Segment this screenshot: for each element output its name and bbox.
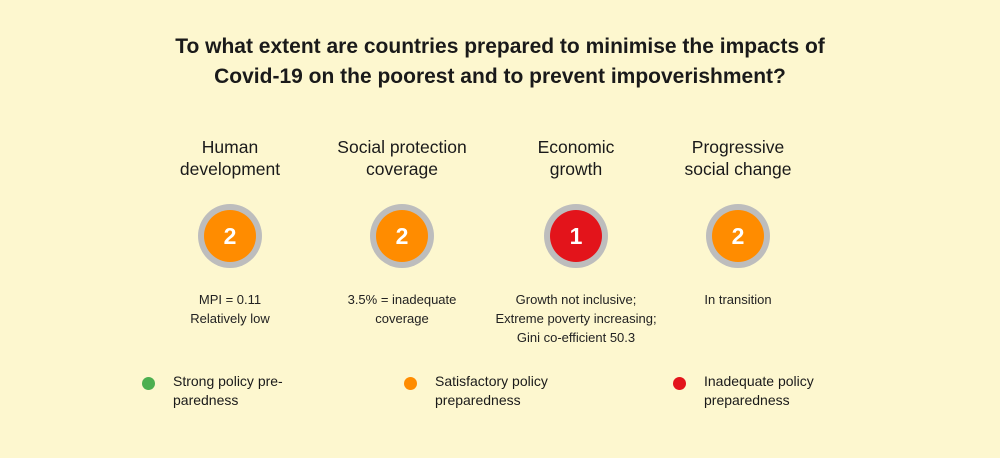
column-title: Human development: [140, 136, 320, 180]
legend-dot-icon: [673, 377, 686, 390]
column-title-line: social change: [684, 159, 792, 179]
legend-item-strong: Strong policy pre- paredness: [142, 372, 323, 410]
legend-label-line: preparedness: [704, 392, 790, 408]
legend-label: Strong policy pre- paredness: [173, 372, 323, 410]
description-line: Gini co-efficient 50.3: [516, 330, 636, 345]
legend-label-line: Inadequate policy: [704, 373, 814, 389]
score-badge: 2: [370, 204, 434, 268]
legend-label-line: Satisfactory policy: [435, 373, 548, 389]
column-title-line: Progressive: [691, 137, 785, 157]
legend-item-satisfactory: Satisfactory policy preparedness: [404, 372, 585, 410]
description-line: In transition: [704, 292, 772, 307]
legend-dot-icon: [142, 377, 155, 390]
description-line: Relatively low: [190, 311, 270, 326]
column-title-line: growth: [549, 159, 603, 179]
score-badge: 1: [544, 204, 608, 268]
description-line: coverage: [375, 311, 429, 326]
column-title-line: Human: [201, 137, 259, 157]
column-human-development: Human development 2 MPI = 0.11 Relativel…: [140, 136, 320, 328]
badge-score: 1: [550, 210, 602, 262]
column-description: MPI = 0.11 Relatively low: [140, 290, 320, 328]
column-description: Growth not inclusive; Extreme poverty in…: [486, 290, 666, 347]
badge-score: 2: [712, 210, 764, 262]
legend-item-inadequate: Inadequate policy preparedness: [673, 372, 854, 410]
column-social-protection: Social protection coverage 2 3.5% = inad…: [312, 136, 492, 328]
score-badge: 2: [198, 204, 262, 268]
column-title: Social protection coverage: [312, 136, 492, 180]
page-title: To what extent are countries prepared to…: [100, 32, 900, 92]
title-line: Covid-19 on the poorest and to prevent i…: [214, 65, 786, 88]
badge-score: 2: [376, 210, 428, 262]
column-description: 3.5% = inadequate coverage: [312, 290, 492, 328]
legend-label-line: preparedness: [435, 392, 521, 408]
column-title-line: development: [179, 159, 281, 179]
column-title: Progressive social change: [648, 136, 828, 180]
legend-label: Inadequate policy preparedness: [704, 372, 854, 410]
column-economic-growth: Economic growth 1 Growth not inclusive; …: [486, 136, 666, 347]
description-line: Growth not inclusive;: [515, 292, 637, 307]
column-title-line: Social protection: [337, 137, 467, 157]
column-progressive-social-change: Progressive social change 2 In transitio…: [648, 136, 828, 309]
column-title-line: Economic: [537, 137, 615, 157]
legend-dot-icon: [404, 377, 417, 390]
description-line: 3.5% = inadequate: [347, 292, 457, 307]
description-line: MPI = 0.11: [198, 292, 262, 307]
column-description: In transition: [648, 290, 828, 309]
column-title-line: coverage: [366, 159, 438, 179]
legend-label: Satisfactory policy preparedness: [435, 372, 585, 410]
score-badge: 2: [706, 204, 770, 268]
badge-score: 2: [204, 210, 256, 262]
title-line: To what extent are countries prepared to…: [175, 35, 825, 58]
column-title: Economic growth: [486, 136, 666, 180]
legend-label-line: Strong policy pre-: [173, 373, 283, 389]
description-line: Extreme poverty increasing;: [495, 311, 657, 326]
legend-label-line: paredness: [173, 392, 239, 408]
